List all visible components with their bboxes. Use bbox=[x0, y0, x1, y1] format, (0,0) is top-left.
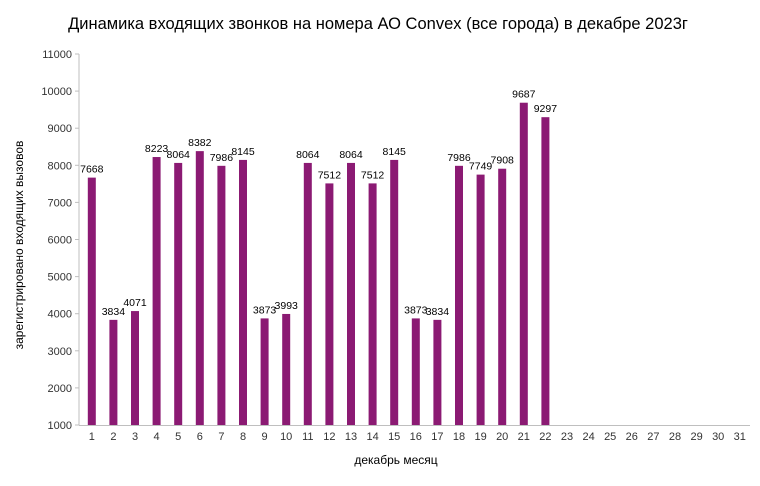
data-label: 4071 bbox=[123, 297, 147, 309]
y-tick-label: 6000 bbox=[48, 235, 72, 247]
x-tick-label: 24 bbox=[582, 431, 594, 443]
x-tick-label: 25 bbox=[604, 431, 616, 443]
y-tick-label: 3000 bbox=[48, 346, 72, 358]
x-tick-label: 28 bbox=[669, 431, 681, 443]
x-tick-label: 14 bbox=[366, 431, 378, 443]
data-label: 7908 bbox=[491, 155, 515, 167]
x-tick-label: 27 bbox=[647, 431, 659, 443]
bar bbox=[109, 319, 118, 425]
data-label: 8382 bbox=[188, 137, 212, 149]
data-label: 3873 bbox=[404, 304, 428, 316]
data-label: 8145 bbox=[231, 146, 255, 158]
bar bbox=[303, 162, 312, 425]
x-tick-label: 29 bbox=[690, 431, 702, 443]
bar bbox=[325, 183, 334, 425]
data-label: 7749 bbox=[469, 161, 493, 173]
y-axis-title: зарегистрировано входящих вызовов bbox=[12, 141, 26, 350]
x-tick-label: 3 bbox=[132, 431, 138, 443]
y-tick-label: 10000 bbox=[41, 86, 72, 98]
bar bbox=[195, 151, 204, 425]
bar bbox=[282, 313, 291, 425]
data-label: 9687 bbox=[512, 89, 536, 101]
data-label: 3993 bbox=[275, 300, 299, 312]
data-label: 9297 bbox=[534, 103, 558, 115]
data-label: 7668 bbox=[80, 164, 104, 176]
x-tick-label: 23 bbox=[561, 431, 573, 443]
data-label: 7986 bbox=[210, 152, 234, 164]
x-tick-label: 22 bbox=[539, 431, 551, 443]
x-tick-label: 13 bbox=[345, 431, 357, 443]
data-label: 8064 bbox=[296, 149, 320, 161]
x-tick-label: 4 bbox=[154, 431, 160, 443]
bar bbox=[152, 157, 161, 425]
bar bbox=[476, 174, 485, 425]
y-tick-label: 5000 bbox=[48, 272, 72, 284]
x-tick-label: 16 bbox=[410, 431, 422, 443]
x-tick-label: 31 bbox=[734, 431, 746, 443]
bar bbox=[87, 177, 96, 425]
data-label: 8145 bbox=[383, 146, 407, 158]
data-label: 8064 bbox=[167, 149, 191, 161]
x-tick-label: 26 bbox=[626, 431, 638, 443]
bar bbox=[498, 168, 507, 425]
x-axis-title: декабрь месяц bbox=[354, 453, 437, 467]
x-tick-label: 15 bbox=[388, 431, 400, 443]
bar bbox=[519, 102, 528, 425]
bar bbox=[390, 159, 399, 425]
y-tick-label: 4000 bbox=[48, 309, 72, 321]
x-tick-label: 12 bbox=[323, 431, 335, 443]
x-tick-label: 2 bbox=[110, 431, 116, 443]
y-tick-label: 7000 bbox=[48, 197, 72, 209]
data-label: 8064 bbox=[339, 149, 363, 161]
x-tick-label: 6 bbox=[197, 431, 203, 443]
x-tick-label: 30 bbox=[712, 431, 724, 443]
x-tick-label: 20 bbox=[496, 431, 508, 443]
x-tick-label: 7 bbox=[218, 431, 224, 443]
bar bbox=[131, 311, 139, 425]
chart-title: Динамика входящих звонков на номера АО C… bbox=[68, 15, 688, 33]
bar bbox=[541, 117, 550, 425]
bar bbox=[217, 165, 226, 425]
x-tick-label: 5 bbox=[175, 431, 181, 443]
data-label: 3834 bbox=[426, 306, 450, 318]
x-tick-label: 11 bbox=[302, 431, 313, 443]
y-tick-label: 1000 bbox=[48, 420, 72, 432]
x-tick-label: 8 bbox=[240, 431, 246, 443]
x-tick-label: 17 bbox=[431, 431, 443, 443]
y-tick-label: 2000 bbox=[48, 383, 72, 395]
bar bbox=[347, 162, 355, 425]
data-label: 7512 bbox=[361, 169, 385, 181]
y-tick-label: 9000 bbox=[48, 123, 72, 135]
bar bbox=[239, 159, 247, 425]
data-label: 3873 bbox=[253, 304, 277, 316]
x-tick-label: 10 bbox=[280, 431, 292, 443]
data-label: 3834 bbox=[102, 306, 126, 318]
data-label: 8223 bbox=[145, 143, 169, 155]
x-tick-label: 18 bbox=[453, 431, 465, 443]
bar bbox=[455, 165, 463, 425]
data-label: 7512 bbox=[318, 169, 342, 181]
data-label: 7986 bbox=[447, 152, 471, 164]
y-tick-label: 11000 bbox=[42, 49, 72, 61]
x-tick-label: 21 bbox=[518, 431, 530, 443]
bar bbox=[433, 319, 442, 425]
x-tick-label: 1 bbox=[89, 431, 95, 443]
bar bbox=[260, 318, 269, 425]
bar bbox=[411, 318, 420, 425]
y-tick-label: 8000 bbox=[48, 160, 72, 172]
x-tick-label: 19 bbox=[474, 431, 486, 443]
bar bbox=[174, 162, 183, 425]
x-tick-label: 9 bbox=[262, 431, 268, 443]
bar bbox=[368, 183, 377, 425]
